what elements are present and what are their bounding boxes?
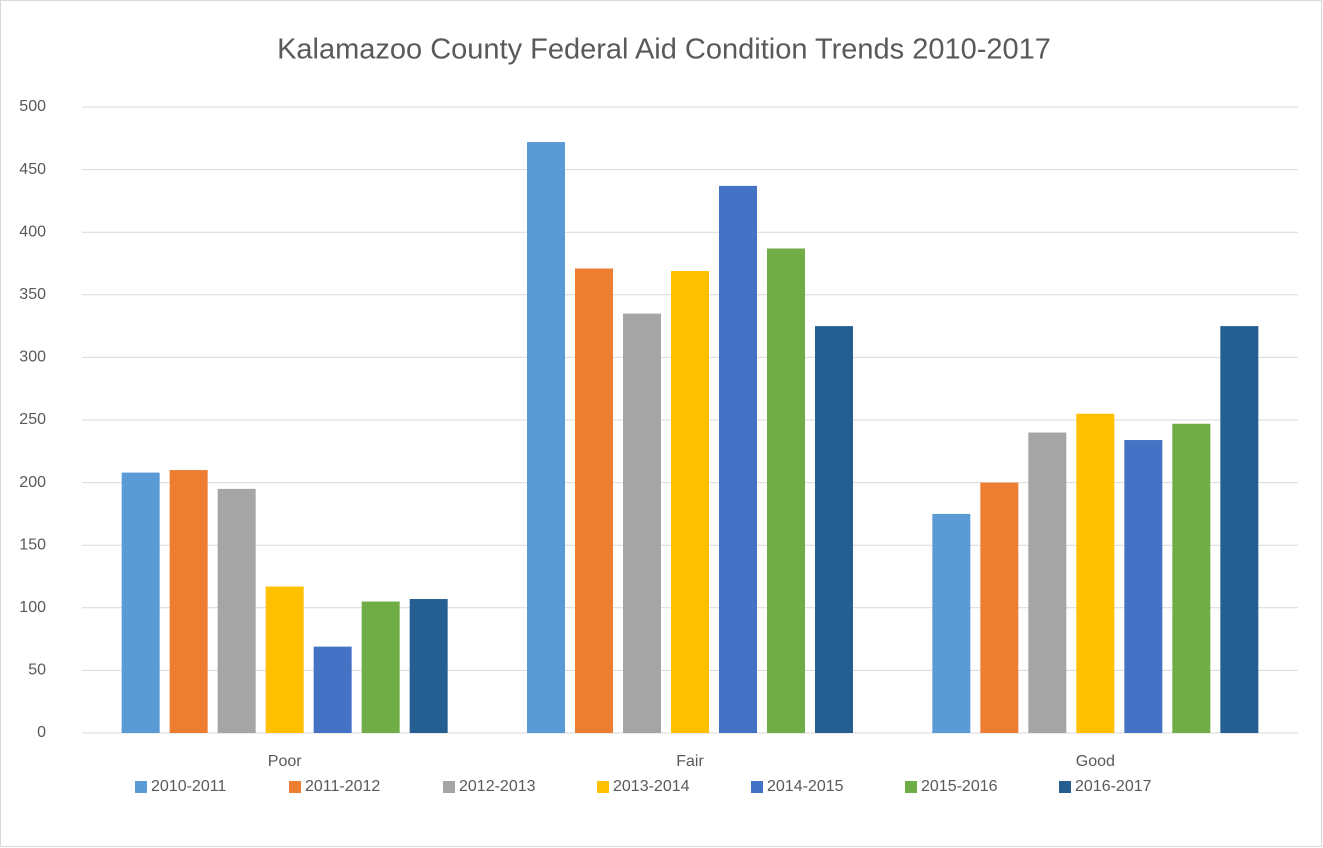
bar [980, 482, 1019, 733]
bar [265, 586, 304, 733]
bar [361, 601, 400, 733]
y-tick-label: 350 [19, 286, 46, 303]
x-tick-label: Poor [268, 753, 302, 770]
bar [1172, 423, 1211, 733]
x-tick-label: Fair [676, 753, 704, 770]
bar [623, 313, 661, 733]
y-tick-label: 200 [19, 474, 46, 491]
legend-swatch [751, 781, 763, 793]
bar [932, 513, 971, 733]
bar [719, 185, 757, 734]
bar [671, 271, 709, 733]
legend-swatch [597, 781, 609, 793]
bar [527, 142, 565, 733]
legend-label: 2011-2012 [305, 778, 380, 795]
bar [1220, 326, 1259, 733]
legend-swatch [135, 781, 147, 793]
bar [1028, 432, 1067, 733]
bar [1124, 440, 1163, 733]
bar [409, 599, 448, 733]
y-tick-label: 400 [19, 223, 46, 240]
x-tick-label: Good [1076, 753, 1115, 770]
legend-label: 2013-2014 [613, 778, 690, 795]
bar [575, 268, 613, 733]
legend-label: 2014-2015 [767, 778, 844, 795]
bar [1076, 413, 1115, 733]
bar [217, 488, 256, 733]
legend-swatch [443, 781, 455, 793]
bar [815, 326, 853, 733]
y-tick-label: 150 [19, 536, 46, 553]
bar [169, 470, 208, 733]
legend-swatch [905, 781, 917, 793]
y-tick-label: 50 [28, 662, 46, 679]
y-tick-label: 100 [19, 599, 46, 616]
legend-label: 2016-2017 [1075, 778, 1152, 795]
y-tick-label: 250 [19, 411, 46, 428]
legend-swatch [289, 781, 301, 793]
legend-label: 2010-2011 [151, 778, 226, 795]
bar [313, 646, 352, 733]
y-tick-label: 450 [19, 161, 46, 178]
legend-swatch [1059, 781, 1071, 793]
y-tick-label: 300 [19, 349, 46, 366]
bar [767, 248, 805, 733]
legend-label: 2012-2013 [459, 778, 536, 795]
legend-label: 2015-2016 [921, 778, 998, 795]
y-tick-label: 0 [37, 724, 46, 741]
y-tick-label: 500 [19, 98, 46, 115]
bar [121, 472, 160, 733]
chart-title: Kalamazoo County Federal Aid Condition T… [277, 34, 1051, 66]
